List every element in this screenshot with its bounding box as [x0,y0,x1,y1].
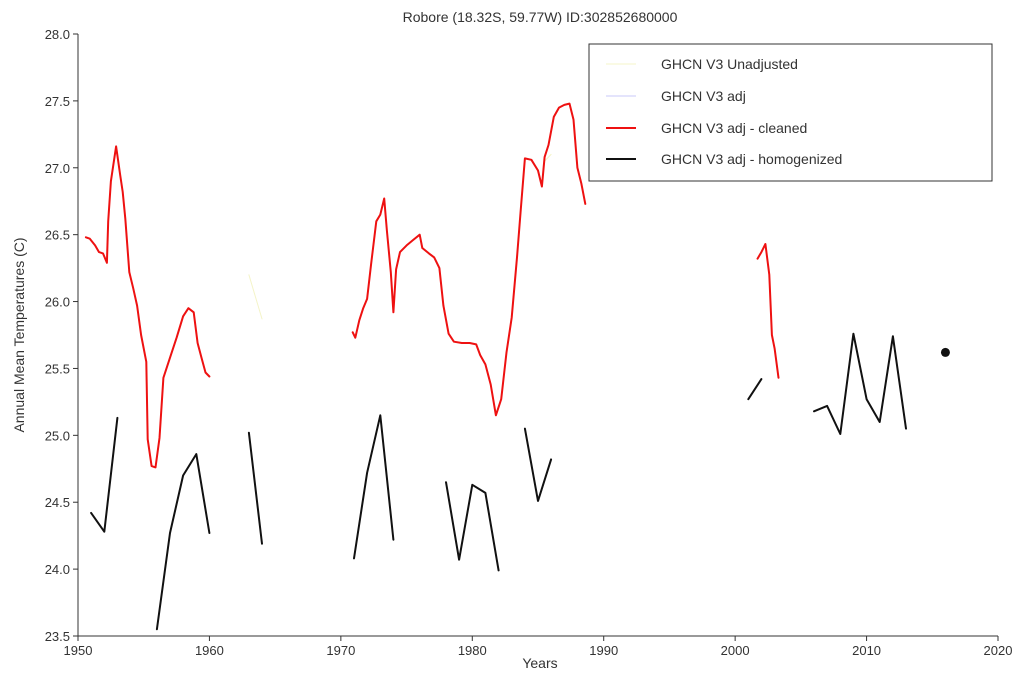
x-tick-label: 2020 [984,643,1013,658]
y-tick-label: 24.5 [45,495,70,510]
series-line-ghcn-v3-adj-homogenized [247,431,263,545]
x-axis-label: Years [522,655,557,671]
chart-title: Robore (18.32S, 59.77W) ID:302852680000 [403,9,678,25]
legend-label: GHCN V3 adj [661,88,746,104]
x-tick-label: 2000 [721,643,750,658]
plot-area [84,102,950,631]
series-line-ghcn-v3-adj-homogenized [155,453,211,631]
y-tick-label: 27.5 [45,94,70,109]
y-tick-label: 28.0 [45,27,70,42]
series-line-ghcn-v3-adj-cleaned [351,102,587,417]
legend-label: GHCN V3 adj - cleaned [661,120,807,136]
y-tick-label: 25.5 [45,361,70,376]
y-tick-label: 27.0 [45,161,70,176]
series-line-ghcn-v3-adj-homogenized [353,414,395,560]
x-tick-label: 1960 [195,643,224,658]
y-tick-label: 26.5 [45,228,70,243]
series-line-ghcn-v3-adj-homogenized [813,332,907,435]
y-tick-label: 23.5 [45,629,70,644]
series-line-ghcn-v3-unadjusted [544,153,552,162]
y-tick-label: 25.0 [45,428,70,443]
legend: GHCN V3 Unadjusted GHCN V3 adj GHCN V3 adj… [588,43,993,182]
x-tick-label: 1970 [326,643,355,658]
series-line-ghcn-v3-adj-homogenized [445,481,500,572]
x-tick-label: 1990 [589,643,618,658]
legend-box [588,43,993,182]
x-tick-label: 2010 [852,643,881,658]
x-tick-label: 1980 [458,643,487,658]
y-tick-label: 26.0 [45,295,70,310]
series-line-ghcn-v3-adj-homogenized [523,427,553,502]
series-line-ghcn-v3-adj-cleaned [84,145,211,469]
legend-label: GHCN V3 Unadjusted [661,56,798,72]
data-point-ghcn-v3-adj-homogenized [940,347,950,357]
axis-ticks: 1950 1960 1970 1980 1990 2000 2010 2020 23.5 24.0… [45,27,1013,658]
legend-label: GHCN V3 adj - homogenized [661,151,842,167]
series-line-ghcn-v3-adj-homogenized [90,416,119,533]
x-tick-label: 1950 [64,643,93,658]
series-line-ghcn-v3-adj-cleaned [756,243,780,379]
series-line-ghcn-v3-adj-homogenized [747,378,763,401]
y-axis-label: Annual Mean Temperatures (C) [11,237,27,432]
y-tick-label: 24.0 [45,562,70,577]
series-line-ghcn-v3-unadjusted [248,274,263,320]
